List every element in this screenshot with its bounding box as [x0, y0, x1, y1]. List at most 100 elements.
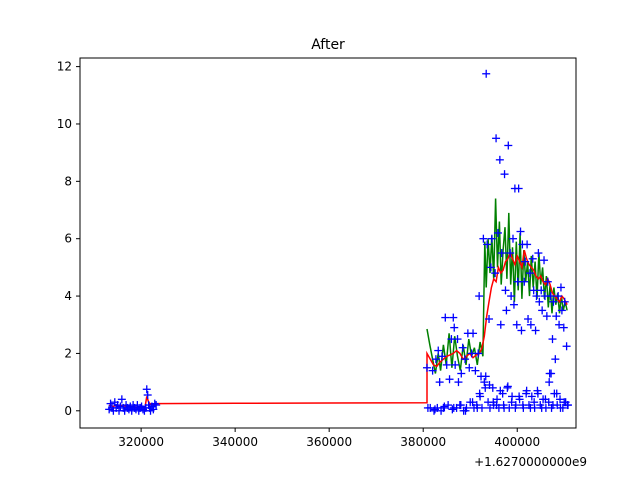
data-point [442, 360, 451, 369]
data-point [481, 372, 490, 381]
data-point [438, 352, 447, 361]
data-point [495, 155, 504, 164]
data-point [428, 366, 437, 375]
data-point [423, 403, 432, 412]
plot-area [105, 69, 573, 415]
data-point [522, 386, 531, 395]
data-point [556, 403, 565, 412]
x-tick-label: 380000 [400, 435, 446, 449]
data-point [496, 320, 505, 329]
data-point [549, 297, 558, 306]
data-point [509, 300, 518, 309]
data-point [500, 170, 509, 179]
data-point [504, 141, 513, 150]
y-tick-label: 4 [64, 289, 72, 303]
data-point [547, 369, 556, 378]
data-point [562, 342, 571, 351]
data-point [523, 240, 532, 249]
y-tick-label: 10 [57, 117, 72, 131]
data-point [556, 283, 565, 292]
data-point [551, 355, 560, 364]
data-point [431, 355, 440, 364]
data-point [441, 313, 450, 322]
data-point [475, 389, 484, 398]
data-point [449, 403, 458, 412]
data-point [557, 306, 566, 315]
series-line-1 [426, 198, 568, 374]
data-point [524, 315, 533, 324]
data-point [457, 369, 466, 378]
x-tick-label: 340000 [212, 435, 258, 449]
data-point [532, 292, 541, 301]
data-point [475, 292, 484, 301]
data-point [469, 329, 478, 338]
data-point [486, 263, 495, 272]
data-point [515, 392, 524, 401]
x-tick-label: 320000 [118, 435, 164, 449]
data-point [435, 378, 444, 387]
data-point [531, 326, 540, 335]
data-point [548, 401, 557, 410]
x-axis-offset-label: +1.6270000000e9 [474, 455, 587, 469]
data-point [530, 398, 539, 407]
y-tick-label: 0 [64, 404, 72, 418]
data-point [500, 403, 509, 412]
data-point [150, 399, 159, 408]
data-point [422, 363, 431, 372]
data-point [556, 395, 565, 404]
data-point [492, 134, 501, 143]
y-tick-label: 8 [64, 174, 72, 188]
data-point [492, 401, 501, 410]
data-point [461, 406, 470, 415]
chart-title: After [311, 37, 345, 53]
data-point [439, 403, 448, 412]
data-point [465, 363, 474, 372]
data-point [512, 320, 521, 329]
data-point [545, 378, 554, 387]
x-tick-label: 400000 [494, 435, 540, 449]
data-point [560, 297, 569, 306]
series-line-2 [108, 250, 568, 409]
data-point [448, 405, 457, 414]
data-point [483, 240, 492, 249]
data-point [541, 395, 550, 404]
data-point [487, 234, 496, 243]
data-point [473, 403, 482, 412]
data-point [503, 382, 512, 391]
data-point [537, 286, 546, 295]
y-tick-label: 6 [64, 232, 72, 246]
data-point [518, 401, 527, 410]
data-point [493, 228, 502, 237]
data-point [552, 312, 561, 321]
data-point [485, 380, 494, 389]
data-point [507, 292, 516, 301]
data-point [453, 335, 462, 344]
data-point [468, 398, 477, 407]
data-point [450, 323, 459, 332]
data-point [458, 343, 467, 352]
data-point [526, 403, 535, 412]
data-point [117, 395, 126, 404]
data-point [502, 306, 511, 315]
data-point [481, 383, 490, 392]
data-point [444, 401, 453, 410]
data-point [496, 386, 505, 395]
data-point [548, 335, 557, 344]
data-point [540, 256, 549, 265]
data-point [529, 286, 538, 295]
data-point [543, 277, 552, 286]
data-point [471, 366, 480, 375]
data-point [501, 286, 510, 295]
data-point [514, 184, 523, 193]
data-point [533, 389, 542, 398]
data-point [564, 401, 573, 410]
data-point [542, 312, 551, 321]
data-point [538, 306, 547, 315]
data-point [535, 297, 544, 306]
data-point [454, 378, 463, 387]
data-point [527, 392, 536, 401]
data-point [506, 249, 515, 258]
y-tick-label: 12 [57, 60, 72, 74]
data-point [511, 403, 520, 412]
